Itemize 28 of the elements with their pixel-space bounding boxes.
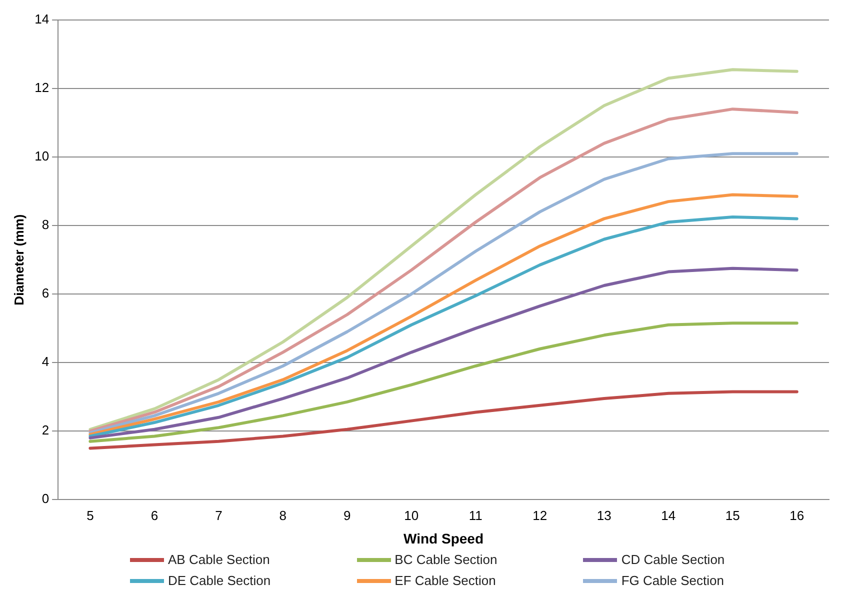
y-tick-label: 0 <box>42 491 50 506</box>
x-tick-label: 5 <box>86 508 94 523</box>
x-tick-label: 6 <box>150 508 158 523</box>
x-tick-label: 9 <box>344 508 351 523</box>
y-tick-label: 8 <box>42 217 50 232</box>
y-tick-label: 2 <box>42 422 50 438</box>
x-tick-label: 15 <box>725 508 740 523</box>
x-axis-title: Wind Speed <box>404 530 484 546</box>
y-tick-label: 6 <box>42 286 50 301</box>
legend-label: CD Cable Section <box>621 552 725 567</box>
y-tick-label: 14 <box>34 12 50 27</box>
legend-label: EF Cable Section <box>394 573 496 588</box>
y-tick-label: 4 <box>42 354 50 370</box>
x-tick-label: 16 <box>790 508 804 523</box>
y-tick-label: 10 <box>34 148 50 164</box>
legend-label: DE Cable Section <box>168 573 271 588</box>
y-axis-title: Diameter (mm) <box>11 214 26 306</box>
y-tick-label: 12 <box>34 80 50 96</box>
legend-label: AB Cable Section <box>168 552 270 567</box>
x-tick-label: 8 <box>279 508 287 523</box>
x-tick-label: 11 <box>468 508 482 523</box>
x-tick-label: 7 <box>215 508 222 523</box>
legend-label: FG Cable Section <box>621 573 724 588</box>
legend-label: BC Cable Section <box>394 552 498 567</box>
x-tick-label: 10 <box>404 508 419 523</box>
x-tick-label: 14 <box>661 508 676 523</box>
x-tick-label: 13 <box>596 508 612 523</box>
x-tick-label: 12 <box>532 508 548 523</box>
